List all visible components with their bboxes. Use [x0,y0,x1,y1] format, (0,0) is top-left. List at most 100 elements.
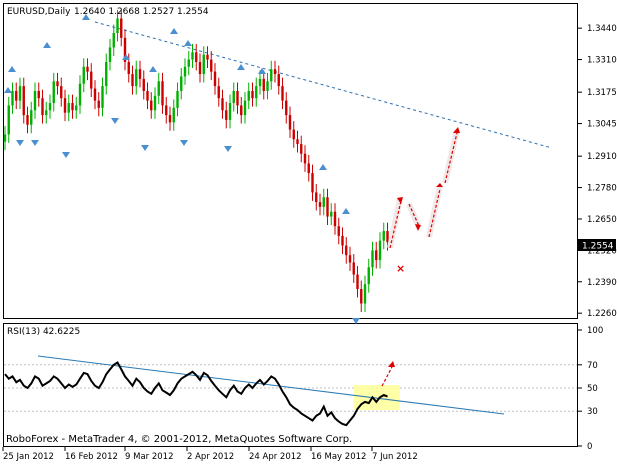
candle-body [255,86,258,99]
candle-body [292,129,295,140]
candle-body [56,81,59,87]
candle-body [41,98,44,116]
candle-body [341,235,344,246]
time-tick-label: 16 May 2012 [311,452,366,462]
candle-body [30,110,33,125]
price-tick-label: 1.3440 [587,24,617,34]
candle-body [168,115,172,123]
ohlc-values: 1.2640 1.2668 1.2527 1.2554 [74,7,209,17]
candle-body [228,103,232,120]
candle-body [240,105,243,116]
time-axis: 25 Jan 2012 16 Feb 2012 9 Mar 2012 2 Apr 20… [2,447,418,462]
candle-body [281,86,284,101]
rsi-forecast-arrow [381,366,393,387]
candle-body [45,110,48,116]
candle-body [161,81,164,106]
candle-body [67,103,70,113]
price-tick-label: 1.3045 [587,120,617,130]
candle-body [307,163,310,174]
candle-body [352,262,355,275]
candle-body [75,105,78,111]
candle-body [303,153,307,164]
rsi-tick-label: 0 [587,442,592,452]
rsi-highlight-zone [354,385,400,410]
candle-body [15,90,18,101]
candle-body [153,95,157,111]
candle-body [277,74,280,87]
candle-body [131,74,134,87]
candle-body [22,86,25,116]
candle-body [60,86,63,99]
forecast-shadow-1 [387,197,403,249]
candle-body [142,78,145,91]
fractal-up-icon [8,66,16,72]
time-tick-label: 7 Jun 2012 [372,452,418,462]
candle-body [90,71,93,89]
fractal-up-icon [82,14,90,20]
candle-body [213,71,217,87]
candle-body [37,90,40,99]
fractal-down-icon [16,140,24,146]
candle-body [52,81,55,104]
candle-body [82,66,85,84]
copyright-text: RoboForex - MetaTrader 4, © 2001-2012, M… [6,434,352,445]
candle-body [206,54,209,60]
candle-body [333,211,337,227]
fractal-up-icon [319,164,327,170]
price-panel-frame [3,3,578,319]
rsi-title: RSI(13) 42.6225 [7,327,80,337]
fractal-down-icon [111,118,119,124]
candle-body [236,90,239,106]
candle-body [105,61,108,87]
price-tick-label: 1.2910 [587,152,617,162]
candle-body [232,90,235,104]
candle-body [262,78,265,91]
candle-body [3,134,7,142]
time-tick-label: 2 Apr 2012 [187,452,234,462]
candle-body [195,52,198,62]
time-tick-label: 25 Jan 2012 [3,452,54,462]
candle-body [326,197,329,217]
price-tick-label: 1.2650 [587,215,617,225]
rsi-tick-label: 70 [587,361,598,371]
candle-body [345,245,348,256]
candle-body [311,173,314,193]
fractal-up-icon [184,40,192,46]
forecast-arrowhead-3 [436,183,443,187]
candle-body [33,90,37,111]
candle-body [112,32,115,48]
candle-body [378,240,382,261]
candle-body [386,231,389,243]
candle-body [176,90,179,108]
candle-body [101,86,104,108]
candle-body [367,267,370,285]
candle-body [258,78,262,87]
candle-body [285,100,288,116]
candle-body [123,37,127,62]
candle-body [172,107,175,123]
candle-body [270,69,273,82]
candle-body [7,105,10,135]
fractal-down-icon [141,145,149,151]
candle-body [330,211,333,217]
candle-body [86,66,89,72]
candle-body [221,98,224,111]
forecast-arrow-4 [444,132,458,184]
candle-body [165,105,168,116]
candle-body [157,81,160,96]
symbol-label: EURUSD,Daily [7,7,71,17]
candle-body [63,98,67,113]
fractal-up-icon [4,87,12,93]
fractal-up-icon [342,208,350,214]
candle-body [251,90,254,99]
candle-body [382,231,385,241]
price-tick-label: 1.2390 [587,278,617,288]
candle-body [18,86,22,101]
candle-body [138,69,142,79]
fractal-up-icon [149,66,157,72]
candle-body [11,90,14,106]
candle-body [120,18,123,38]
forecast-arrow-1 [389,200,402,249]
candle-body [371,250,374,268]
